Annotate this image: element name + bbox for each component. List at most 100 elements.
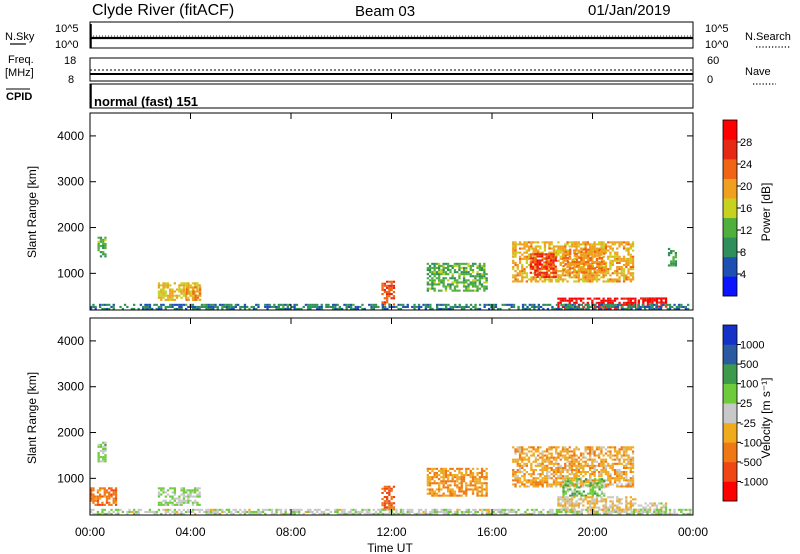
velocity-cell <box>595 498 599 501</box>
power-cell <box>523 251 526 254</box>
power-cell <box>591 299 594 302</box>
velocity-cell <box>616 456 619 459</box>
power-cell <box>598 303 602 306</box>
velocity-cell <box>532 477 535 480</box>
velocity-cell <box>257 510 260 513</box>
power-cell <box>104 253 107 256</box>
velocity-cell <box>573 477 576 480</box>
velocity-cell <box>585 508 588 511</box>
velocity-cell <box>543 469 547 472</box>
power-cell <box>334 307 337 310</box>
velocity-cell <box>390 498 393 501</box>
power-cell <box>611 301 614 304</box>
velocity-cell <box>575 473 578 476</box>
velocity-cell <box>613 450 617 453</box>
power-cell <box>476 266 479 269</box>
velocity-cell <box>442 480 445 483</box>
velocity-cell <box>433 471 436 474</box>
power-cell <box>90 307 93 310</box>
velocity-cell <box>598 464 601 467</box>
power-cell <box>518 243 522 246</box>
velocity-cell <box>318 512 321 515</box>
velocity-cell <box>641 508 644 511</box>
power-cell <box>627 272 630 275</box>
power-cell <box>579 253 583 256</box>
velocity-cell <box>386 508 389 511</box>
power-cell <box>175 294 179 297</box>
power-cell <box>531 261 535 264</box>
power-cell <box>674 264 677 267</box>
power-cell <box>277 307 280 310</box>
power-cell <box>532 255 535 258</box>
velocity-cell <box>539 452 542 455</box>
velocity-cell <box>641 510 644 513</box>
power-cell <box>554 257 557 260</box>
velocity-cell <box>555 448 558 451</box>
power-cell <box>480 285 484 288</box>
power-cell <box>687 307 690 310</box>
power-cell <box>415 305 418 308</box>
power-cell <box>593 249 596 252</box>
power-cell <box>534 271 537 274</box>
power-cell <box>530 305 534 308</box>
velocity-cell <box>370 512 373 515</box>
velocity-cell <box>537 477 540 480</box>
velocity-cell <box>96 510 100 513</box>
power-cell <box>602 299 605 302</box>
velocity-cell <box>182 493 185 496</box>
velocity-cell <box>607 473 610 476</box>
power-cell <box>279 303 283 306</box>
velocity-cell <box>582 481 585 484</box>
power-cell <box>209 303 213 306</box>
power-cell <box>613 241 617 244</box>
power-cell <box>102 251 105 254</box>
velocity-cell <box>209 508 213 511</box>
power-cell <box>392 286 396 289</box>
velocity-cell <box>557 483 560 486</box>
power-cell <box>609 274 612 277</box>
velocity-cell <box>555 510 559 513</box>
power-cell <box>192 288 195 291</box>
power-cell <box>447 266 450 269</box>
power-cell <box>534 261 537 264</box>
velocity-cell <box>261 510 265 513</box>
power-cell <box>320 303 323 306</box>
velocity-cell <box>622 448 626 451</box>
power-cell <box>632 305 635 308</box>
power-cell <box>469 266 472 269</box>
power-cell <box>559 274 562 277</box>
power-cell <box>682 305 685 308</box>
power-cell <box>525 261 528 264</box>
velocity-cell <box>598 506 601 509</box>
power-cell <box>576 305 579 308</box>
velocity-cell <box>630 512 633 515</box>
power-cell <box>591 259 594 262</box>
velocity-cell <box>377 508 380 511</box>
power-cell <box>530 245 533 248</box>
velocity-cell <box>582 490 585 493</box>
velocity-cell <box>557 446 560 449</box>
velocity-cell <box>469 510 473 513</box>
power-cell <box>345 305 348 308</box>
velocity-cell <box>591 486 594 489</box>
velocity-cell <box>591 471 594 474</box>
velocity-cell <box>481 512 484 515</box>
velocity-cell <box>600 498 603 501</box>
velocity-cell <box>627 446 630 449</box>
power-cell <box>173 298 176 301</box>
power-cell <box>518 247 522 250</box>
power-cell <box>311 305 314 308</box>
power-cell <box>97 249 100 252</box>
velocity-cell <box>521 446 524 449</box>
velocity-cell <box>607 464 610 467</box>
power-cell <box>277 303 280 306</box>
power-cell <box>625 307 629 310</box>
velocity-cell <box>518 469 522 472</box>
power-cell <box>182 282 185 285</box>
power-cell <box>664 301 668 304</box>
power-cell <box>525 245 528 248</box>
velocity-cell <box>573 458 576 461</box>
power-cell <box>471 289 475 292</box>
velocity-cell <box>460 480 463 483</box>
